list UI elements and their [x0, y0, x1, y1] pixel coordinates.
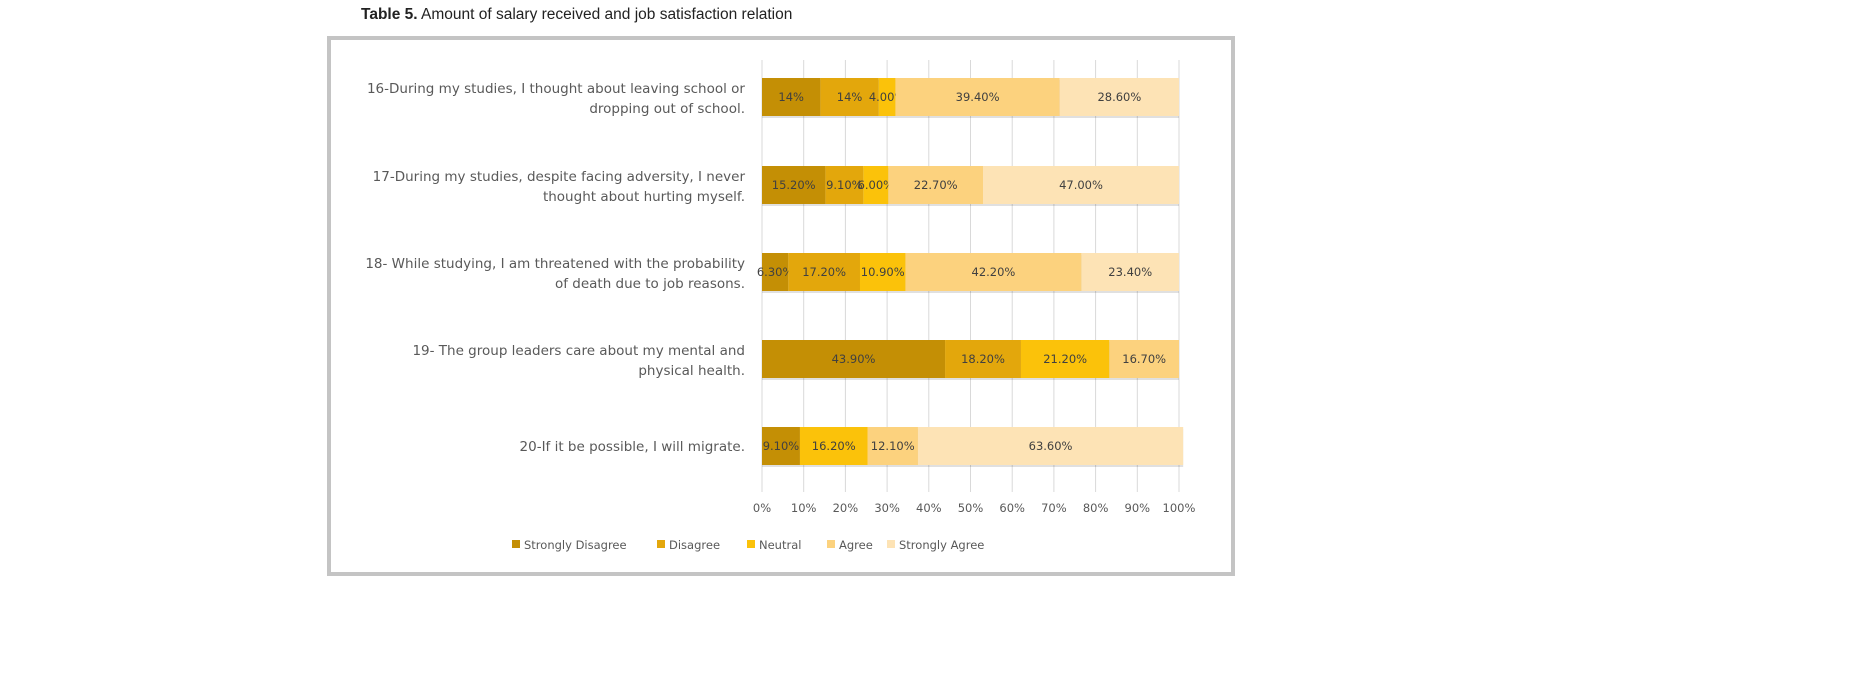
- x-tick-label: 80%: [1083, 501, 1109, 515]
- legend-swatch: [827, 540, 835, 548]
- x-tick-label: 20%: [833, 501, 859, 515]
- bar-segment: [762, 78, 821, 116]
- data-label: 14%: [778, 90, 804, 104]
- data-label: 16.70%: [1122, 352, 1166, 366]
- x-tick-label: 10%: [791, 501, 817, 515]
- legend-label: Strongly Disagree: [524, 538, 627, 552]
- data-label: 6.00%: [858, 178, 895, 192]
- bar-segment: [859, 253, 906, 291]
- bar-segment: [888, 166, 984, 204]
- legend-label: Disagree: [669, 538, 720, 552]
- caption-label: Table 5.: [361, 6, 418, 23]
- bar-segment: [945, 340, 1021, 378]
- data-label: 28.60%: [1097, 90, 1141, 104]
- data-label: 22.70%: [914, 178, 958, 192]
- data-label: 9.10%: [763, 439, 800, 453]
- x-tick-label: 70%: [1041, 501, 1067, 515]
- data-label: 39.40%: [956, 90, 1000, 104]
- category-label: 16-During my studies, I thought about le…: [367, 81, 745, 97]
- legend-label: Neutral: [759, 538, 801, 552]
- data-label: 16.20%: [812, 439, 856, 453]
- bar-segment: [878, 78, 896, 116]
- data-label: 43.90%: [832, 352, 876, 366]
- category-label: 17-During my studies, despite facing adv…: [373, 169, 746, 185]
- legend-swatch: [747, 540, 755, 548]
- bar-segment: [825, 166, 864, 204]
- data-label: 6.30%: [757, 265, 794, 279]
- bar-segment: [788, 253, 860, 291]
- bar-segment: [1081, 253, 1179, 291]
- data-label: 47.00%: [1059, 178, 1103, 192]
- bar-segment: [1020, 340, 1110, 378]
- bar-segment: [895, 78, 1060, 116]
- bar-segment: [1109, 340, 1179, 378]
- legend-swatch: [887, 540, 895, 548]
- legend-label: Strongly Agree: [899, 538, 984, 552]
- bar-segment: [762, 166, 826, 204]
- bar-segment: [905, 253, 1082, 291]
- data-label: 12.10%: [871, 439, 915, 453]
- table-caption: Table 5. Amount of salary received and j…: [361, 6, 792, 24]
- legend-label: Agree: [839, 538, 873, 552]
- category-label: dropping out of school.: [589, 101, 745, 117]
- data-label: 15.20%: [772, 178, 816, 192]
- x-tick-label: 60%: [999, 501, 1025, 515]
- chart-frame: [327, 36, 1235, 576]
- category-label: thought about hurting myself.: [543, 189, 745, 205]
- category-label: of death due to job reasons.: [555, 276, 745, 292]
- legend-swatch: [657, 540, 665, 548]
- data-label: 63.60%: [1029, 439, 1073, 453]
- x-tick-label: 90%: [1125, 501, 1151, 515]
- bar-segment: [1059, 78, 1179, 116]
- x-tick-label: 0%: [753, 501, 771, 515]
- data-label: 9.10%: [826, 178, 863, 192]
- bar-segment: [983, 166, 1179, 204]
- bar-segment: [863, 166, 889, 204]
- bar-segment: [762, 427, 800, 465]
- category-label: 19- The group leaders care about my ment…: [412, 343, 745, 359]
- data-label: 42.20%: [972, 265, 1016, 279]
- data-label: 18.20%: [961, 352, 1005, 366]
- x-tick-label: 40%: [916, 501, 942, 515]
- data-label: 17.20%: [802, 265, 846, 279]
- data-label: 10.90%: [861, 265, 905, 279]
- bar-segment: [762, 340, 946, 378]
- bar-segment: [867, 427, 918, 465]
- bar-segment: [762, 253, 789, 291]
- x-tick-label: 100%: [1163, 501, 1196, 515]
- bar-segment: [820, 78, 879, 116]
- x-tick-label: 50%: [958, 501, 984, 515]
- data-label: 14%: [837, 90, 863, 104]
- bar-segment: [917, 427, 1184, 465]
- data-label: 23.40%: [1108, 265, 1152, 279]
- category-label: 20-If it be possible, I will migrate.: [520, 439, 745, 455]
- category-label: physical health.: [638, 363, 745, 379]
- x-tick-label: 30%: [874, 501, 900, 515]
- caption-text: Amount of salary received and job satisf…: [417, 6, 793, 23]
- data-label: 21.20%: [1043, 352, 1087, 366]
- legend-swatch: [512, 540, 520, 548]
- category-label: 18- While studying, I am threatened with…: [365, 256, 745, 272]
- bar-segment: [799, 427, 868, 465]
